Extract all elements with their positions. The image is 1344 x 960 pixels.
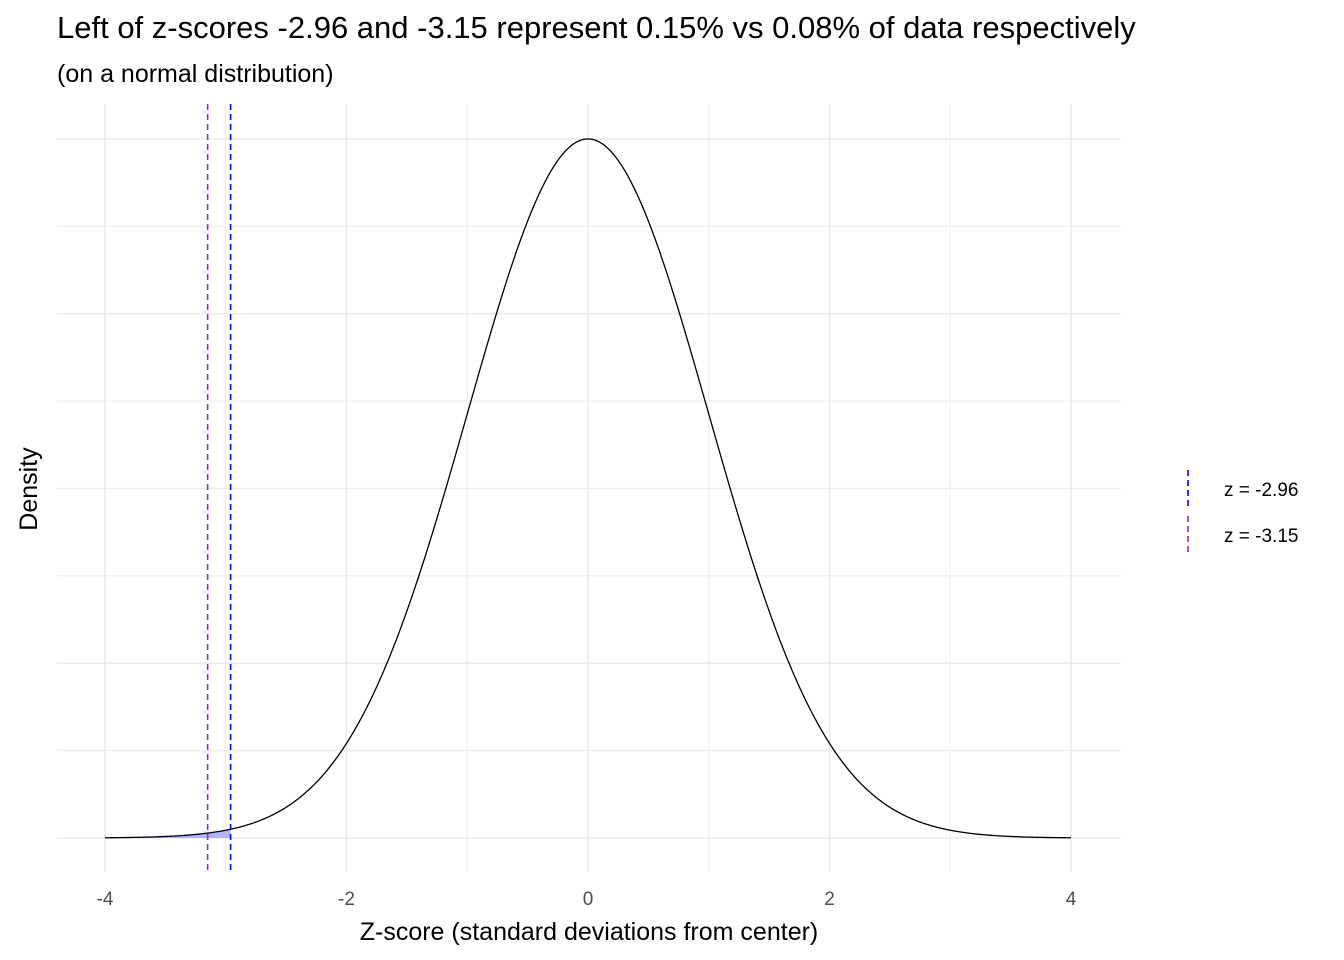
legend: z = -2.96 z = -3.15 <box>1187 470 1298 554</box>
x-axis-ticks: -4 -2 0 2 4 <box>97 889 1077 910</box>
x-tick-label: 2 <box>824 889 835 910</box>
legend-label: z = -3.15 <box>1224 526 1298 547</box>
grid <box>57 104 1121 872</box>
chart-title: Left of z-scores -2.96 and -3.15 represe… <box>57 10 1136 45</box>
legend-label: z = -2.96 <box>1224 480 1298 501</box>
x-tick-label: -2 <box>338 889 355 910</box>
chart-subtitle: (on a normal distribution) <box>57 60 334 88</box>
x-tick-label: 4 <box>1066 889 1077 910</box>
density-curve <box>104 138 1072 839</box>
x-axis-title: Z-score (standard deviations from center… <box>360 918 819 946</box>
x-tick-label: 0 <box>583 889 594 910</box>
y-axis-title: Density <box>15 447 43 531</box>
reference-lines <box>206 104 232 872</box>
shaded-tail-area <box>105 829 231 838</box>
x-tick-label: -4 <box>97 889 114 910</box>
